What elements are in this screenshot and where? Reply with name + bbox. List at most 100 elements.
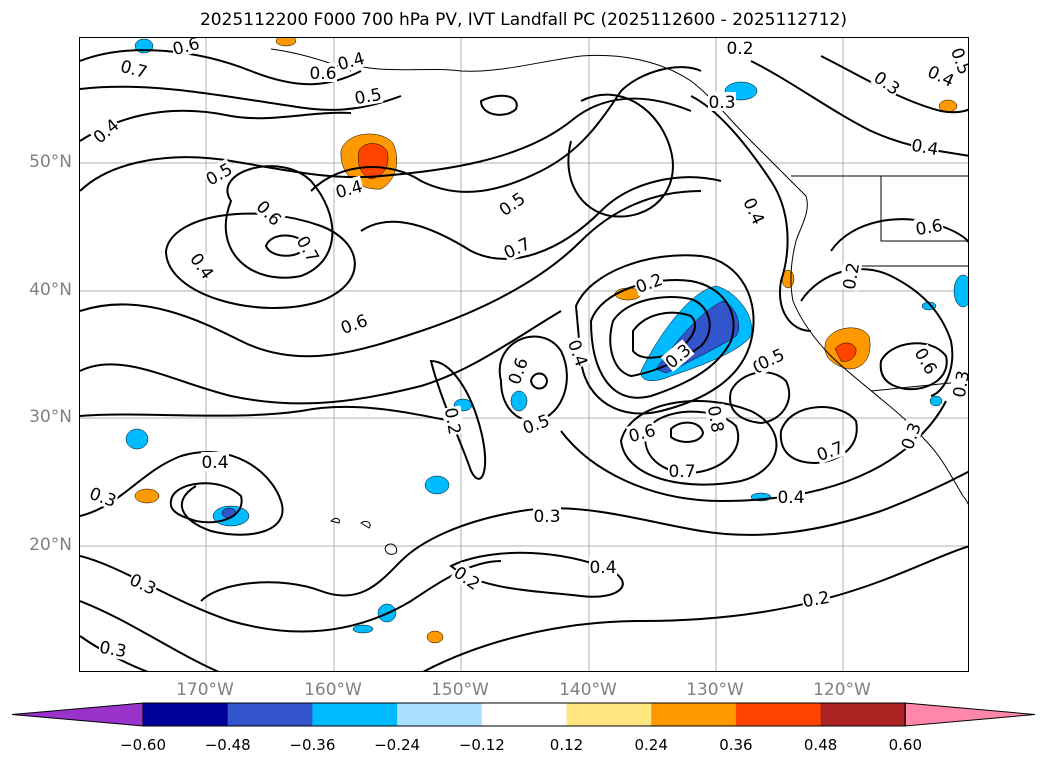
lat-label-30n: 30°N	[29, 407, 72, 427]
contour-label-background	[441, 405, 466, 437]
contour-label-background	[533, 506, 561, 525]
contour-line	[169, 482, 243, 524]
contour-line	[449, 551, 624, 598]
contour-label-background	[739, 194, 769, 228]
contour-label-background	[870, 66, 905, 99]
contour-label: 0.3	[98, 638, 128, 662]
contour-label-background	[500, 233, 534, 263]
contour-label: 0.4	[185, 250, 217, 284]
contour-label: 0.4	[334, 177, 365, 203]
contour-label-background	[88, 114, 123, 147]
positive-anomaly-core	[834, 342, 857, 362]
contour-line	[80, 97, 692, 192]
contour-label-background	[450, 561, 485, 594]
contour-label-background	[704, 403, 729, 435]
positive-anomaly-fill	[275, 38, 297, 47]
contour-label: 0.4	[589, 558, 616, 578]
contour-line	[200, 470, 968, 602]
colorbar	[11, 702, 1036, 727]
colorbar-tick-label: −0.36	[289, 736, 336, 754]
colorbar-outline	[142, 702, 906, 727]
contour-label-background	[519, 409, 553, 438]
colorbar-tick-label: −0.12	[458, 736, 505, 754]
colorbar-segment	[312, 703, 398, 726]
contour-label-background	[494, 187, 529, 220]
contour-label: 0.3	[126, 570, 159, 600]
contour-label-background	[800, 586, 832, 611]
contour-line	[632, 311, 696, 359]
contour-line	[644, 410, 740, 475]
contour-label-background	[352, 83, 384, 108]
colorbar-tick-label: 0.36	[719, 736, 753, 754]
hawaii-island	[384, 543, 398, 555]
positive-anomaly-fill	[134, 488, 160, 504]
contour-label: 0.2	[840, 261, 864, 291]
contour-label-background	[293, 231, 324, 266]
contour-label-background	[911, 343, 942, 378]
colorbar-segment	[143, 703, 229, 726]
contour-label: 0.6	[171, 38, 202, 60]
contour-label-background	[632, 268, 666, 297]
negative-anomaly-fill	[929, 395, 943, 407]
contour-label-background	[754, 344, 788, 374]
lon-label-150w: 150°W	[431, 680, 489, 700]
contour-label: 0.6	[914, 216, 944, 240]
contour-label: 0.6	[309, 64, 336, 84]
map-title: 2025112200 F000 700 hPa PV, IVT Landfall…	[199, 10, 847, 30]
contour-label: 0.3	[708, 93, 735, 113]
state-border	[880, 176, 968, 242]
lon-label-170w: 170°W	[176, 680, 234, 700]
lon-label-140w: 140°W	[559, 680, 617, 700]
contour-label-background	[334, 47, 367, 74]
colorbar-segment	[566, 703, 652, 726]
colorbar-segment	[820, 703, 906, 726]
contour-label: 0.3	[950, 369, 969, 399]
colorbar-tick-label: 0.48	[803, 736, 838, 754]
contour-label: 0.4	[201, 453, 228, 473]
contour-line	[479, 94, 518, 116]
colorbar-segment	[227, 703, 313, 726]
contour-label: 0.7	[668, 462, 695, 482]
colorbar-tick-label: −0.24	[374, 736, 421, 754]
negative-anomaly-fill	[953, 274, 968, 308]
contour-line	[820, 55, 968, 114]
contour-label: 0.5	[203, 159, 236, 190]
contour-label-background	[86, 482, 120, 511]
contour-line	[80, 190, 702, 358]
contour-label-background	[564, 336, 593, 370]
contour-line	[800, 268, 954, 397]
contour-label: 0.8	[703, 404, 727, 434]
contour-line	[830, 218, 968, 252]
contour-label-background	[589, 557, 617, 576]
contour-label-background	[947, 44, 968, 78]
colorbar-tick-label: 0.24	[634, 736, 668, 754]
contour-label: 0.4	[910, 136, 940, 160]
colorbar-segment	[651, 703, 737, 726]
contour-label-background	[924, 61, 958, 91]
hawaii-island	[360, 520, 371, 529]
negative-anomaly-fill	[125, 428, 149, 450]
contour-label-background	[201, 158, 236, 189]
contour-label: 0.6	[910, 345, 941, 378]
contour-line	[619, 400, 778, 486]
contour-line	[80, 310, 562, 405]
map-canvas: 0.60.7 0.6 0.40.50.5 0.40.60.70.40.40.50.70…	[80, 38, 969, 671]
positive-anomaly-fill	[426, 630, 444, 644]
colorbar-tick-label: −0.48	[204, 736, 251, 754]
coastline	[270, 48, 968, 555]
contour-line	[224, 165, 334, 279]
contour-line	[310, 66, 702, 193]
contour-line	[609, 296, 711, 378]
negative-anomaly-fill	[352, 624, 374, 634]
map-panel: 0.6 0.7 0.6 0.4 0.5 0.5 0.4 0.6 0.7 0.4 0.4 0.5 0.7 0…	[79, 37, 969, 672]
contour-label: 0.4	[777, 488, 804, 508]
contour-label-background	[708, 92, 736, 111]
contour-label-background	[252, 196, 286, 230]
contour-label-background	[201, 452, 229, 471]
contour-label-background	[660, 339, 695, 372]
colorbar-tick-label: 0.12	[549, 736, 584, 754]
contour-labels: 0.60.7 0.6 0.40.50.5 0.40.60.70.40.40.50.70…	[86, 38, 969, 662]
contour-label: 0.3	[533, 507, 560, 527]
lat-label-20n: 20°N	[29, 535, 72, 555]
contour-label-background	[625, 419, 658, 446]
